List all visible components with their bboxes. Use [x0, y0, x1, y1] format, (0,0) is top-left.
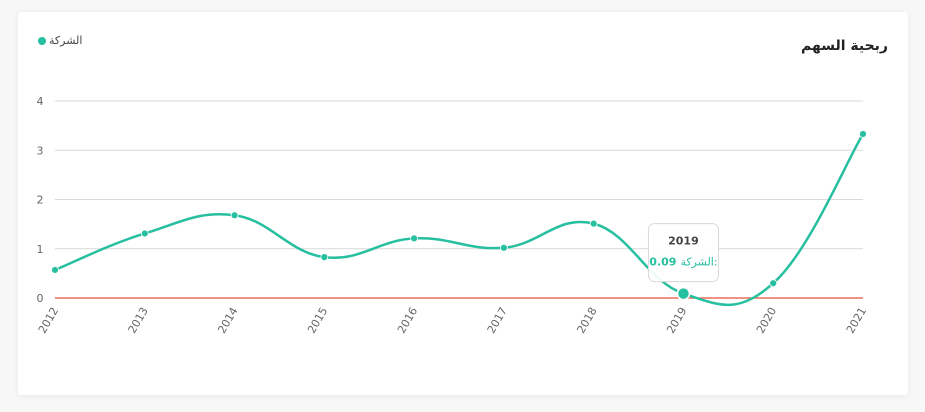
- data-point[interactable]: [859, 130, 867, 138]
- x-tick-label: 2019: [664, 305, 689, 336]
- x-tick-label: 2020: [754, 305, 779, 336]
- x-tick-label: 2018: [574, 305, 599, 336]
- legend-label: الشركة: [49, 34, 83, 47]
- legend-marker-icon: [38, 36, 46, 45]
- data-point[interactable]: [676, 286, 691, 301]
- y-tick-label: 3: [37, 144, 44, 157]
- y-tick-label: 2: [37, 194, 44, 207]
- chart-card: ربحية السهم الشركة 0 1 2 3 4 2012 2013 2014 2015…: [18, 12, 908, 395]
- tooltip-title: 2019: [668, 235, 699, 248]
- series-line: [54, 133, 865, 306]
- chart-title: ربحية السهم: [800, 38, 888, 54]
- data-point[interactable]: [499, 243, 508, 252]
- line-chart: 0 1 2 3 4 2012 2013 2014 2015 2016 2017 2018 2019 202…: [36, 95, 869, 336]
- data-point[interactable]: [589, 219, 598, 228]
- data-point[interactable]: [140, 229, 149, 238]
- data-point[interactable]: [51, 266, 59, 274]
- y-tick-label: 0: [37, 292, 44, 305]
- x-tick-label: 2021: [844, 305, 869, 336]
- legend[interactable]: الشركة: [38, 34, 82, 47]
- tooltip-series-label: الشركة:: [680, 256, 717, 269]
- x-tick-label: 2014: [215, 305, 240, 336]
- data-point[interactable]: [410, 234, 419, 243]
- y-tick-label: 4: [37, 95, 44, 108]
- x-tick-label: 2015: [305, 305, 330, 336]
- tooltip-box: [647, 223, 719, 283]
- x-tick-label: 2012: [36, 305, 61, 336]
- x-tick-label: 2013: [126, 305, 151, 336]
- y-tick-label: 1: [37, 243, 44, 256]
- data-point[interactable]: [320, 253, 329, 262]
- x-tick-label: 2017: [485, 305, 510, 336]
- x-tick-label: 2016: [395, 305, 420, 336]
- data-point[interactable]: [769, 279, 778, 288]
- data-point[interactable]: [230, 211, 239, 220]
- tooltip-value: 0.09: [649, 256, 676, 269]
